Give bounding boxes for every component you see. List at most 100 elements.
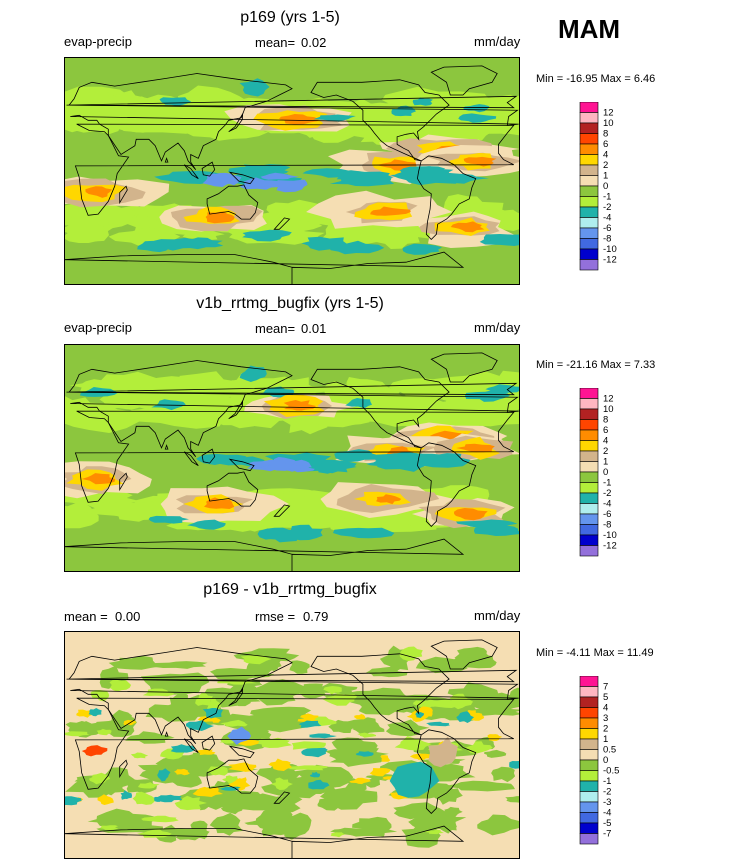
- colorbar-swatch: [579, 524, 599, 536]
- panel-3-rmse-label: rmse =: [255, 609, 296, 624]
- colorbar-tick-label: -1: [603, 776, 611, 787]
- colorbar-swatch: [579, 419, 599, 431]
- colorbar-swatch: [579, 738, 599, 750]
- colorbar-swatch: [579, 388, 599, 399]
- panel-3-mean-value: 0.00: [115, 609, 141, 624]
- colorbar-swatch: [579, 513, 599, 525]
- colorbar-swatch: [579, 408, 599, 420]
- colorbar-swatch: [579, 770, 599, 782]
- panel-1-variable: evap-precip: [64, 34, 132, 49]
- panel-1-mean-value: 0.02: [301, 35, 327, 50]
- colorbar-swatch: [579, 791, 599, 803]
- colorbar-tick-label: 1: [603, 171, 608, 182]
- panel-3-rmse-value: 0.79: [303, 609, 329, 624]
- colorbar-swatch: [579, 398, 599, 410]
- panel-2-map: [64, 344, 520, 572]
- colorbar-tick-label: -7: [603, 829, 611, 840]
- colorbar-tick-label: 2: [603, 724, 608, 735]
- colorbar-swatch: [579, 450, 599, 462]
- colorbar-swatch: [579, 440, 599, 452]
- colorbar-tick-label: 10: [603, 118, 614, 129]
- colorbar-swatch: [579, 676, 599, 687]
- colorbar-tick-label: 0: [603, 181, 608, 192]
- colorbar-tick-label: 8: [603, 129, 608, 140]
- colorbar-tick-label: -4: [603, 213, 611, 224]
- colorbar-tick-label: 4: [603, 150, 608, 161]
- colorbar-swatch: [579, 122, 599, 134]
- colorbar-tick-label: 8: [603, 415, 608, 426]
- colorbar-tick-label: -8: [603, 520, 611, 531]
- colorbar-swatch: [579, 812, 599, 824]
- panel-3-map: [64, 631, 520, 859]
- colorbar-swatch: [579, 259, 599, 271]
- colorbar-tick-label: 3: [603, 713, 608, 724]
- colorbar-tick-label: 0: [603, 467, 608, 478]
- colorbar-tick-label: 2: [603, 446, 608, 457]
- colorbar-tick-label: 6: [603, 425, 608, 436]
- colorbar-tick-label: 4: [603, 436, 608, 447]
- colorbar-swatch: [579, 461, 599, 473]
- colorbar-tick-label: 0: [603, 755, 608, 766]
- colorbar-tick-label: 4: [603, 703, 608, 714]
- colorbar-swatch: [579, 471, 599, 483]
- colorbar-tick-label: -2: [603, 787, 611, 798]
- colorbar-tick-label: 1: [603, 734, 608, 745]
- colorbar-tick-label: -2: [603, 488, 611, 499]
- colorbar-swatch: [579, 728, 599, 740]
- colorbar-swatch: [579, 801, 599, 813]
- colorbar-swatch: [579, 112, 599, 124]
- colorbar-swatch: [579, 822, 599, 834]
- panel-2-title: v1b_rrtmg_bugfix (yrs 1-5): [196, 295, 384, 312]
- colorbar-swatch: [579, 759, 599, 771]
- colorbar-tick-label: -6: [603, 223, 611, 234]
- colorbar-swatch: [579, 206, 599, 218]
- panel-2-mean-label: mean=: [255, 321, 296, 336]
- colorbar-tick-label: 12: [603, 108, 614, 119]
- colorbar-tick-label: 2: [603, 160, 608, 171]
- colorbar-tick-label: 5: [603, 692, 608, 703]
- colorbar-tick-label: -4: [603, 499, 611, 510]
- panel-3-mean-label: mean =: [64, 609, 108, 624]
- colorbar-tick-label: -12: [603, 255, 617, 266]
- panel-2-minmax: Min = -21.16 Max = 7.33: [536, 359, 656, 371]
- colorbar-swatch: [579, 133, 599, 145]
- colorbar-swatch: [579, 717, 599, 729]
- colorbar-swatch: [579, 248, 599, 260]
- colorbar-tick-label: -1: [603, 478, 611, 489]
- panel-2-units: mm/day: [474, 320, 521, 335]
- colorbar-swatch: [579, 833, 599, 845]
- colorbar-swatch: [579, 749, 599, 761]
- colorbar-swatch: [579, 686, 599, 698]
- panel-2-mean-value: 0.01: [301, 321, 327, 336]
- colorbar-tick-label: -5: [603, 818, 611, 829]
- colorbar-swatch: [579, 154, 599, 166]
- colorbar-swatch: [579, 164, 599, 176]
- colorbar-swatch: [579, 238, 599, 250]
- colorbar-tick-label: 6: [603, 139, 608, 150]
- colorbar-swatch: [579, 185, 599, 197]
- panel-1-minmax: Min = -16.95 Max = 6.46: [536, 73, 656, 85]
- colorbar-tick-label: -3: [603, 797, 611, 808]
- panel-1-units: mm/day: [474, 34, 521, 49]
- colorbar-swatch: [579, 492, 599, 504]
- colorbar-swatch: [579, 175, 599, 187]
- colorbar-swatch: [579, 217, 599, 229]
- colorbar-swatch: [579, 102, 599, 113]
- panel-3-title: p169 - v1b_rrtmg_bugfix: [203, 581, 377, 598]
- colorbar-tick-label: 7: [603, 682, 608, 693]
- colorbar-tick-label: -12: [603, 541, 617, 552]
- colorbar-swatch: [579, 545, 599, 557]
- colorbar-swatch: [579, 429, 599, 441]
- colorbar-swatch: [579, 534, 599, 546]
- colorbar-tick-label: -10: [603, 244, 617, 255]
- colorbar-tick-label: 1: [603, 457, 608, 468]
- panel-1-title: p169 (yrs 1-5): [240, 9, 340, 26]
- colorbar-swatch: [579, 196, 599, 208]
- panel-1-map: [64, 57, 520, 285]
- panel-3-minmax: Min = -4.11 Max = 11.49: [536, 647, 654, 659]
- colorbar-swatch: [579, 503, 599, 515]
- colorbar-tick-label: 12: [603, 394, 614, 405]
